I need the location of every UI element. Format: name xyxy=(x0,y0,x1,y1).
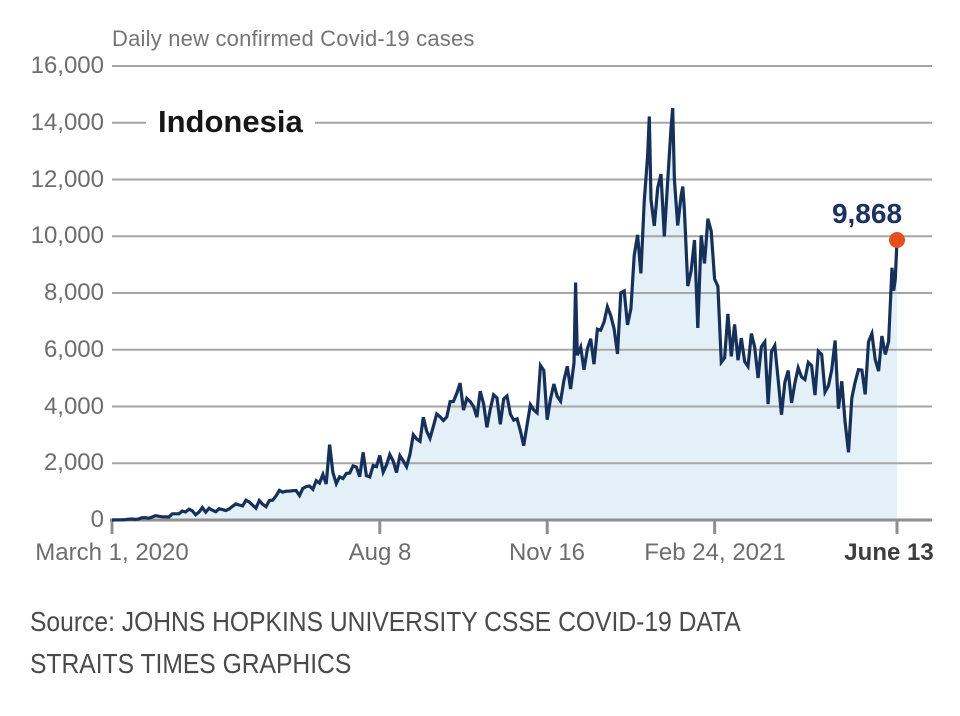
y-axis-tick-label: 10,000 xyxy=(30,222,104,249)
y-axis-tick-label: 14,000 xyxy=(30,109,104,136)
y-axis-tick-label: 4,000 xyxy=(43,393,104,420)
gridlines xyxy=(112,65,932,465)
x-axis-tick-label: Nov 16 xyxy=(508,539,586,566)
x-axis-tick-label-latest: June 13 xyxy=(844,539,934,566)
latest-value-callout: 9,868 xyxy=(831,198,903,229)
chart-title: Daily new confirmed Covid-19 cases xyxy=(112,26,475,51)
source-attribution: Source: JOHNS HOPKINS UNIVERSITY CSSE CO… xyxy=(30,606,741,637)
y-axis-tick-label: 8,000 xyxy=(43,279,104,306)
x-axis-ticks xyxy=(110,520,899,534)
x-axis-tick-label: Aug 8 xyxy=(348,539,412,566)
x-axis-tick-label: March 1, 2020 xyxy=(35,539,189,566)
y-axis-tick-label: 6,000 xyxy=(43,336,104,363)
graphics-attribution: STRAITS TIMES GRAPHICS xyxy=(30,648,352,679)
y-axis-tick-label: 0 xyxy=(90,506,104,533)
case-line xyxy=(111,107,899,522)
y-axis-tick-label: 16,000 xyxy=(30,52,104,79)
x-axis-tick-label: Feb 24, 2021 xyxy=(644,539,786,566)
y-axis-tick-label: 2,000 xyxy=(43,449,104,476)
latest-point-marker xyxy=(889,232,905,248)
case-area-fill xyxy=(112,108,897,520)
y-axis-tick-label: 12,000 xyxy=(30,166,104,193)
country-label: Indonesia xyxy=(146,104,315,140)
